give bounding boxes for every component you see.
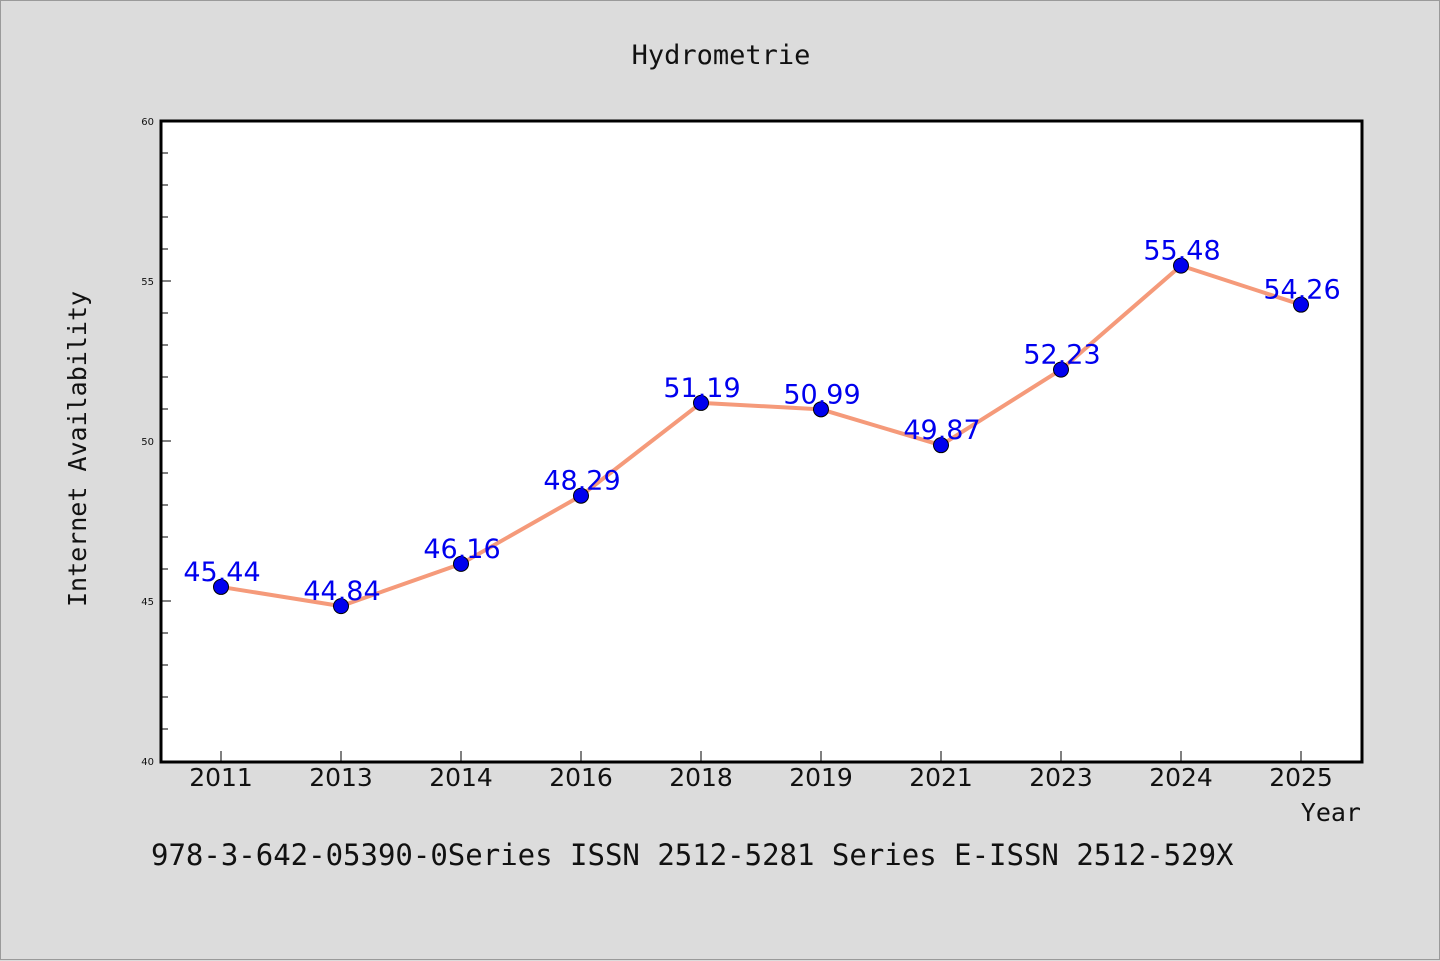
data-point: [1293, 296, 1309, 313]
data-point: [933, 437, 949, 454]
y-tick-label: 50: [141, 437, 154, 448]
data-label: 52.23: [1023, 340, 1100, 371]
series-line: [220, 263, 1302, 609]
data-point: [693, 394, 709, 411]
footer-isbn-issn-text: 978-3-642-05390-0Series ISSN 2512-5281 S…: [151, 838, 1234, 872]
x-tick-label: 2024: [1149, 763, 1213, 792]
plot-area: [159, 119, 1364, 764]
x-tick-label: 2016: [549, 763, 613, 792]
x-tick-label: 2021: [909, 763, 973, 792]
data-label: 46.16: [423, 534, 500, 565]
x-tick-label: 2014: [429, 763, 493, 792]
x-tick-label: 2023: [1029, 763, 1093, 792]
x-axis-ticks: 2011 2013 2014 2016 2018 2019 2021 2023 2024 2025: [189, 751, 1333, 792]
y-tick-label: 45: [141, 597, 154, 608]
y-tick-label: 60: [141, 117, 154, 128]
x-tick-label: 2025: [1269, 763, 1333, 792]
y-axis-ticks: 40 45 50 55 60: [141, 117, 171, 768]
data-point: [453, 555, 469, 572]
data-label: 49.87: [903, 415, 980, 446]
chart-title: Hydrometrie: [632, 40, 811, 71]
x-tick-label: 2018: [669, 763, 733, 792]
y-tick-label: 40: [141, 757, 154, 768]
data-point: [1053, 361, 1069, 378]
x-tick-label: 2013: [309, 763, 373, 792]
y-axis-label: Internet Availability: [63, 291, 92, 607]
data-label: 48.29: [543, 466, 620, 497]
data-label: 55.48: [1143, 236, 1220, 267]
data-point: [813, 401, 829, 418]
data-label: 45.44: [183, 557, 260, 588]
data-point: [333, 598, 349, 615]
data-label: 50.99: [783, 379, 860, 410]
data-label: 51.19: [663, 373, 740, 404]
data-label: 44.84: [303, 576, 380, 607]
series-group: [213, 257, 1309, 615]
data-point: [573, 487, 589, 504]
y-tick-label: 55: [141, 277, 154, 288]
x-tick-label: 2011: [189, 763, 253, 792]
x-tick-label: 2019: [789, 763, 853, 792]
data-label: 54.26: [1263, 275, 1340, 306]
data-point: [213, 578, 229, 595]
data-point: [1173, 257, 1189, 274]
x-axis-label: Year: [1301, 798, 1361, 827]
data-labels: 45.44 44.84 46.16 48.29 51.19 50.99 49.87 52.23…: [183, 236, 1340, 607]
